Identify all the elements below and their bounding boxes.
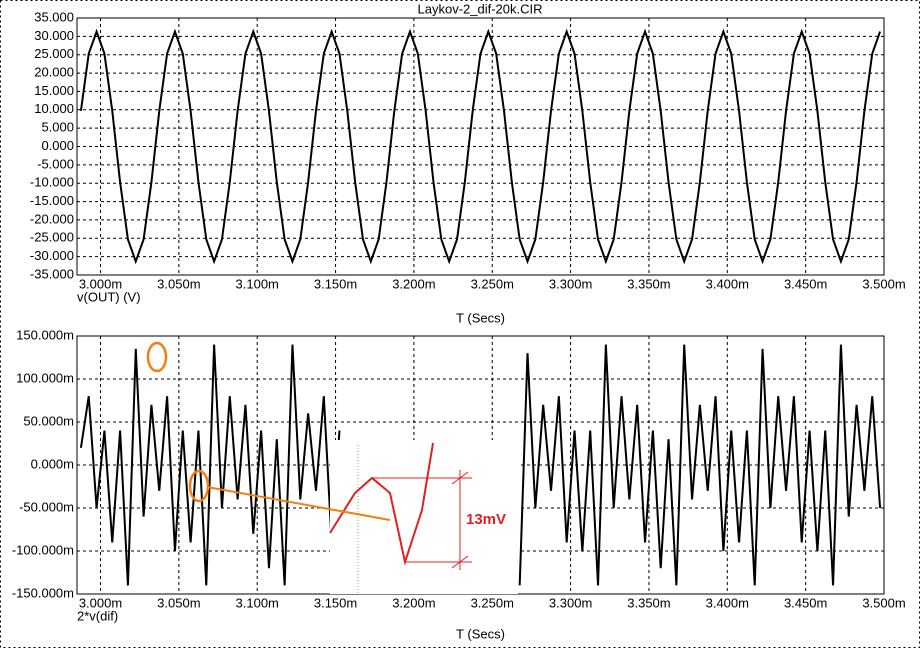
y-tick-label: 0.000m [31, 456, 74, 471]
series-line [79, 344, 882, 586]
measure-tick [451, 555, 469, 569]
callout-line [206, 486, 391, 521]
y-tick-label: -150.000m [12, 585, 74, 600]
y-tick-label: -30.000 [30, 248, 74, 263]
x-tick-label: 3.000m [79, 276, 122, 291]
x-tick-label: 3.150m [314, 595, 357, 610]
y-tick-label: -10.000 [30, 175, 74, 190]
x-tick-label: 3.400m [706, 276, 749, 291]
x-tick-label: 3.100m [236, 595, 279, 610]
x-tick-label: 3.150m [314, 276, 357, 291]
y-tick-label: 50.000m [23, 413, 74, 428]
annotation: 13mV [466, 511, 506, 528]
measure-tick [451, 471, 469, 485]
x-tick-label: 3.200m [392, 276, 435, 291]
x-tick-label: 3.050m [157, 595, 200, 610]
x-tick-label: 3.200m [392, 595, 435, 610]
chart-title: Laykov-2_dif-20k.CIR [418, 1, 543, 16]
x-axis-label: T (Secs) [456, 626, 505, 641]
x-tick-label: 3.250m [471, 595, 514, 610]
x-axis-label: T (Secs) [456, 310, 505, 325]
y-tick-label: -5.000 [37, 156, 74, 171]
x-tick-label: 3.250m [471, 276, 514, 291]
x-tick-label: 3.500m [862, 276, 905, 291]
series-label: 2*v(dif) [77, 608, 118, 623]
y-tick-label: 10.000 [34, 101, 74, 116]
y-tick-label: 100.000m [16, 370, 74, 385]
x-tick-label: 3.350m [627, 276, 670, 291]
y-tick-label: 25.000 [34, 46, 74, 61]
y-tick-label: 30.000 [34, 28, 74, 43]
y-tick-label: 0.000 [41, 138, 74, 153]
y-tick-label: 35.000 [34, 9, 74, 24]
y-tick-label: -25.000 [30, 230, 74, 245]
zoom-inset: 13mV [329, 440, 518, 594]
y-tick-label: -20.000 [30, 211, 74, 226]
x-tick-label: 3.050m [157, 276, 200, 291]
x-tick-label: 3.450m [784, 276, 827, 291]
x-tick-label: 3.100m [236, 276, 279, 291]
x-tick-label: 3.400m [706, 595, 749, 610]
y-tick-label: -15.000 [30, 193, 74, 208]
x-tick-label: 3.300m [549, 595, 592, 610]
zoom-trace [329, 442, 434, 566]
y-tick-label: 5.000 [41, 120, 74, 135]
x-tick-label: 3.450m [784, 595, 827, 610]
y-tick-label: 15.000 [34, 83, 74, 98]
x-tick-label: 3.350m [627, 595, 670, 610]
inset-background [330, 440, 518, 594]
y-tick-label: 20.000 [34, 65, 74, 80]
highlight-circle [146, 341, 168, 373]
y-tick-label: 150.000m [16, 327, 74, 342]
x-tick-label: 3.500m [862, 595, 905, 610]
y-tick-label: -100.000m [12, 542, 74, 557]
x-tick-label: 3.000m [79, 595, 122, 610]
series-line [79, 28, 882, 265]
highlight-circle [188, 469, 210, 503]
series-label: v(OUT) (V) [77, 289, 141, 304]
y-tick-label: -35.000 [30, 266, 74, 281]
x-tick-label: 3.300m [549, 276, 592, 291]
y-tick-label: -50.000m [19, 499, 74, 514]
